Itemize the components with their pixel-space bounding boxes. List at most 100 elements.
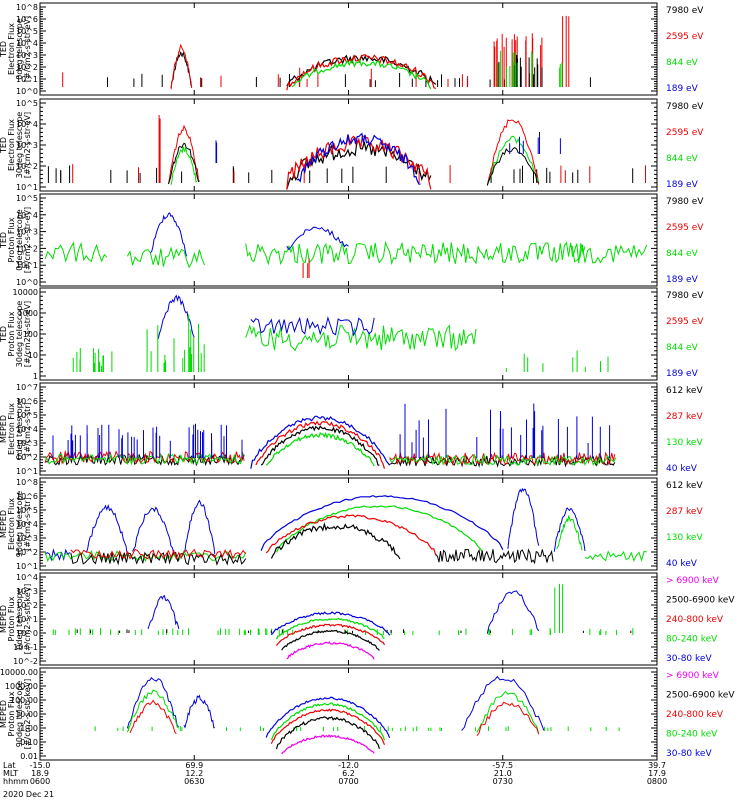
legend-entry: 612 keV — [666, 481, 703, 491]
y-axis-label: 30deg telescope — [15, 112, 24, 179]
series-gt-6900-kev — [286, 641, 375, 660]
panel-7: 10^4 10^3 10^2 10^1 10^0 10^-1 10^-2 MEPED Proto… — [0, 572, 735, 666]
series-2595-ev — [170, 43, 193, 90]
x-tick-label-hhmm: 0700 — [338, 777, 358, 786]
y-tick-label: 10^1 — [16, 562, 38, 571]
x-tick-label-hhmm: 0730 — [493, 777, 513, 786]
x-tick-label-mlt: 18.9 — [31, 769, 49, 778]
x-row-label: hhmm — [3, 777, 29, 786]
legend-entry: 40 keV — [666, 559, 698, 569]
legend-entry: 189 eV — [666, 369, 699, 379]
legend-entry: 2500-6900 keV — [666, 691, 735, 701]
y-tick-label: 10^6 — [16, 15, 38, 24]
y-tick-label: 10000 — [13, 288, 38, 297]
y-axis-label: [#/cm2-s-str-eV] — [23, 301, 32, 367]
legend-entry: 7980 eV — [666, 102, 704, 112]
series-2595-ev — [168, 124, 200, 184]
series-189-ev — [150, 212, 187, 257]
series-30-80-kev — [265, 696, 391, 739]
panel-frame — [39, 2, 658, 96]
y-tick-label: 10^1 — [16, 261, 38, 270]
series-2595-ev — [486, 119, 540, 186]
legend-entry: 80-240 keV — [666, 635, 718, 645]
y-tick-label: 10^3 — [16, 228, 38, 237]
data-traces — [44, 212, 648, 278]
y-tick-label: 10^2 — [16, 162, 38, 171]
series-612-kev — [260, 425, 380, 466]
date-label: 2020 Dec 21 — [3, 790, 54, 799]
legend-entry: 189 eV — [666, 180, 699, 190]
y-tick-label: 10^2 — [16, 244, 38, 253]
series-130-kev — [265, 431, 375, 467]
x-tick-label-mlt: 17.9 — [648, 769, 666, 778]
y-tick-label: 0.10 — [20, 738, 38, 747]
y-axis-label: Electron Flux — [7, 498, 16, 550]
legend-entry: 130 keV — [666, 438, 703, 448]
series-612-kev — [270, 522, 401, 560]
y-axis-label: 30deg telescope — [15, 301, 24, 368]
y-tick-label: 10^4 — [16, 573, 38, 582]
y-tick-label: 10.00 — [15, 710, 38, 719]
y-tick-label: 10^5 — [16, 411, 38, 420]
legend-entry: > 6900 keV — [666, 671, 720, 681]
x-tick-label-lat: 69.9 — [185, 761, 203, 770]
y-tick-label: 1 — [33, 372, 38, 381]
series-287-kev — [389, 451, 616, 466]
series-189-ev — [250, 315, 375, 337]
x-tick-label-lat: -12.0 — [338, 761, 359, 770]
y-tick-label: 10^5 — [16, 194, 38, 203]
series-844-ev — [44, 241, 108, 263]
y-axis-label: 0deg telescope — [15, 398, 24, 459]
y-axis-label: 0deg telescope — [15, 209, 24, 270]
y-tick-label: 10^4 — [16, 425, 38, 434]
data-traces — [94, 675, 620, 755]
y-axis-label: MEPED — [0, 510, 8, 538]
series-130-kev — [44, 452, 245, 466]
legend-entry: 2595 eV — [666, 32, 704, 42]
y-tick-label: 10^2 — [16, 601, 38, 610]
y-tick-label: 10^6 — [16, 397, 38, 406]
series-80-240-kev — [270, 702, 386, 741]
data-traces — [52, 583, 634, 660]
y-axis-label: Proton Flux — [7, 596, 16, 641]
legend-entry: 844 eV — [666, 58, 699, 68]
legend-entry: 2500-6900 keV — [666, 596, 735, 606]
legend-entry: 612 keV — [666, 386, 703, 396]
legend-entry: 844 eV — [666, 154, 699, 164]
series-287-kev — [70, 548, 247, 561]
y-tick-label: 0.01 — [20, 752, 38, 761]
y-axis-label: MEPED — [0, 415, 8, 443]
series-844-ev — [291, 59, 432, 90]
series-40-kev — [399, 403, 611, 458]
y-tick-label: 10^2 — [16, 63, 38, 72]
series-40-kev — [250, 415, 391, 469]
y-tick-label: 10000.00 — [0, 668, 38, 677]
series-40-kev — [85, 503, 128, 556]
series-189-ev — [215, 140, 218, 163]
legend-entry: 287 keV — [666, 412, 703, 422]
x-tick-label-lat: -57.5 — [492, 761, 513, 770]
series-612-kev — [45, 453, 245, 467]
series-40-kev — [132, 506, 175, 554]
x-tick-label-mlt: 21.0 — [494, 769, 512, 778]
y-axis-label: MEPED — [0, 700, 8, 728]
legend-entry: 80-240 keV — [666, 730, 718, 740]
y-axis-label: TED — [0, 326, 8, 343]
series-80-240-kev — [52, 628, 634, 635]
series-30-80-kev — [183, 694, 215, 729]
y-axis-label: TED — [0, 137, 8, 154]
y-axis-label: Proton Flux — [7, 217, 16, 262]
series-130-kev — [556, 515, 583, 551]
legend-entry: 130 keV — [666, 533, 703, 543]
series-844-ev — [170, 146, 198, 185]
y-axis-label: 90deg telescope — [15, 491, 24, 558]
y-tick-label: 10^-2 — [13, 657, 38, 666]
series-80-240-kev — [275, 617, 385, 640]
data-traces — [44, 487, 647, 566]
series-80-240-kev — [126, 689, 180, 733]
legend-entry: 2595 eV — [666, 223, 704, 233]
series-240-800-kev — [276, 623, 386, 646]
